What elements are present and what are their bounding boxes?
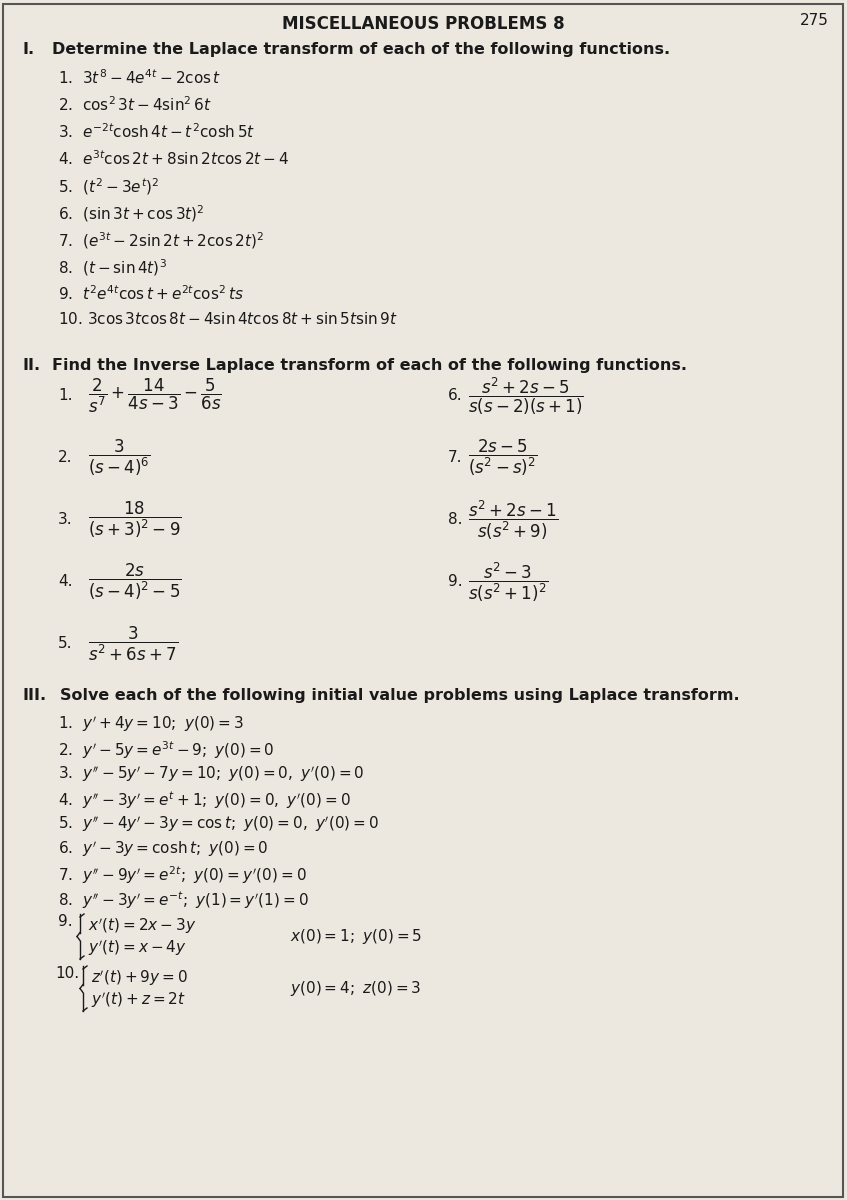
Text: 2.: 2. <box>58 450 73 466</box>
Text: $\dfrac{2}{s^7} + \dfrac{14}{4s-3} - \dfrac{5}{6s}$: $\dfrac{2}{s^7} + \dfrac{14}{4s-3} - \df… <box>88 377 222 415</box>
Text: 10. $3\cos 3t\cos 8t - 4\sin 4t\cos 8t + \sin 5t\sin 9t$: 10. $3\cos 3t\cos 8t - 4\sin 4t\cos 8t +… <box>58 311 398 326</box>
Text: 1.: 1. <box>58 389 73 403</box>
Text: III.: III. <box>22 688 46 703</box>
Text: Find the Inverse Laplace transform of each of the following functions.: Find the Inverse Laplace transform of ea… <box>52 358 687 373</box>
Text: $\dfrac{2s}{(s-4)^2 - 5}$: $\dfrac{2s}{(s-4)^2 - 5}$ <box>88 562 182 602</box>
Text: $\dfrac{2s-5}{(s^2-s)^2}$: $\dfrac{2s-5}{(s^2-s)^2}$ <box>468 438 538 478</box>
Text: 6.  $(\sin 3t + \cos 3t)^2$: 6. $(\sin 3t + \cos 3t)^2$ <box>58 203 204 223</box>
Text: $y'(t) = x - 4y$: $y'(t) = x - 4y$ <box>88 938 187 958</box>
Text: $y(0) = 4;\ z(0) = 3$: $y(0) = 4;\ z(0) = 3$ <box>290 979 421 998</box>
Text: MISCELLANEOUS PROBLEMS 8: MISCELLANEOUS PROBLEMS 8 <box>282 14 564 32</box>
Text: $z'(t) + 9y = 0$: $z'(t) + 9y = 0$ <box>91 968 188 988</box>
Text: 8.  $y'' - 3y' = e^{-t};\ y(1) = y'(1) = 0$: 8. $y'' - 3y' = e^{-t};\ y(1) = y'(1) = … <box>58 889 309 911</box>
Text: 3.  $e^{-2t}\cosh 4t - t^2\cosh 5t$: 3. $e^{-2t}\cosh 4t - t^2\cosh 5t$ <box>58 122 255 140</box>
Text: $\dfrac{s^2 + 2s - 1}{s(s^2+9)}$: $\dfrac{s^2 + 2s - 1}{s(s^2+9)}$ <box>468 498 558 541</box>
Text: 6.  $y' - 3y = \cosh t;\ y(0) = 0$: 6. $y' - 3y = \cosh t;\ y(0) = 0$ <box>58 839 268 859</box>
Text: 9.: 9. <box>58 914 73 929</box>
Text: 3.  $y'' - 5y' - 7y = 10;\ y(0) = 0,\ y'(0) = 0$: 3. $y'' - 5y' - 7y = 10;\ y(0) = 0,\ y'(… <box>58 764 364 784</box>
Text: 4.  $e^{3t}\cos 2t + 8\sin 2t\cos 2t - 4$: 4. $e^{3t}\cos 2t + 8\sin 2t\cos 2t - 4$ <box>58 149 290 168</box>
Text: $x(0) = 1;\ y(0) = 5$: $x(0) = 1;\ y(0) = 5$ <box>290 926 422 946</box>
Text: $\dfrac{18}{(s+3)^2 - 9}$: $\dfrac{18}{(s+3)^2 - 9}$ <box>88 500 182 540</box>
Text: 1.  $3t^8 - 4e^{4t} - 2\cos t$: 1. $3t^8 - 4e^{4t} - 2\cos t$ <box>58 68 221 86</box>
Text: $x'(t) = 2x - 3y$: $x'(t) = 2x - 3y$ <box>88 916 197 936</box>
Text: 10.: 10. <box>55 966 79 982</box>
Text: 6.: 6. <box>448 389 462 403</box>
Text: $\dfrac{s^2 + 2s - 5}{s(s-2)(s+1)}$: $\dfrac{s^2 + 2s - 5}{s(s-2)(s+1)}$ <box>468 376 584 416</box>
Text: Determine the Laplace transform of each of the following functions.: Determine the Laplace transform of each … <box>52 42 670 56</box>
Text: 9.  $t^2 e^{4t}\cos t + e^{2t}\cos^2 ts$: 9. $t^2 e^{4t}\cos t + e^{2t}\cos^2 ts$ <box>58 284 244 302</box>
Text: Solve each of the following initial value problems using Laplace transform.: Solve each of the following initial valu… <box>60 688 739 703</box>
Text: 2.  $\cos^2 3t - 4\sin^2 6t$: 2. $\cos^2 3t - 4\sin^2 6t$ <box>58 95 212 114</box>
Text: 5.  $y'' - 4y' - 3y = \cos t;\ y(0) = 0,\ y'(0) = 0$: 5. $y'' - 4y' - 3y = \cos t;\ y(0) = 0,\… <box>58 814 379 834</box>
Text: 275: 275 <box>800 13 829 28</box>
Text: II.: II. <box>22 358 40 373</box>
Text: 3.: 3. <box>58 512 73 528</box>
Text: 4.: 4. <box>58 575 73 589</box>
Text: $\dfrac{3}{(s-4)^6}$: $\dfrac{3}{(s-4)^6}$ <box>88 438 151 478</box>
Text: $\dfrac{s^2-3}{s(s^2+1)^2}$: $\dfrac{s^2-3}{s(s^2+1)^2}$ <box>468 560 548 604</box>
Text: 7.  $(e^{3t} - 2\sin 2t + 2\cos 2t)^2$: 7. $(e^{3t} - 2\sin 2t + 2\cos 2t)^2$ <box>58 230 264 251</box>
Text: $\dfrac{3}{s^2+6s+7}$: $\dfrac{3}{s^2+6s+7}$ <box>88 625 178 664</box>
Text: 2.  $y' - 5y = e^{3t} - 9;\ y(0) = 0$: 2. $y' - 5y = e^{3t} - 9;\ y(0) = 0$ <box>58 739 274 761</box>
Text: 5.  $(t^2 - 3e^t)^2$: 5. $(t^2 - 3e^t)^2$ <box>58 176 159 197</box>
Text: $y'(t) + z = 2t$: $y'(t) + z = 2t$ <box>91 990 186 1009</box>
Text: 8.  $(t - \sin 4t)^3$: 8. $(t - \sin 4t)^3$ <box>58 257 167 277</box>
Text: 9.: 9. <box>448 575 462 589</box>
Text: 7.: 7. <box>448 450 462 466</box>
Text: 4.  $y'' - 3y' = e^t + 1;\ y(0) = 0,\ y'(0) = 0$: 4. $y'' - 3y' = e^t + 1;\ y(0) = 0,\ y'(… <box>58 790 351 811</box>
Text: I.: I. <box>22 42 34 56</box>
Text: 7.  $y'' - 9y' = e^{2t};\ y(0) = y'(0) = 0$: 7. $y'' - 9y' = e^{2t};\ y(0) = y'(0) = … <box>58 864 307 886</box>
Text: 8.: 8. <box>448 512 462 528</box>
Text: 5.: 5. <box>58 636 73 652</box>
Text: 1.  $y' + 4y = 10;\ y(0) = 3$: 1. $y' + 4y = 10;\ y(0) = 3$ <box>58 714 244 733</box>
